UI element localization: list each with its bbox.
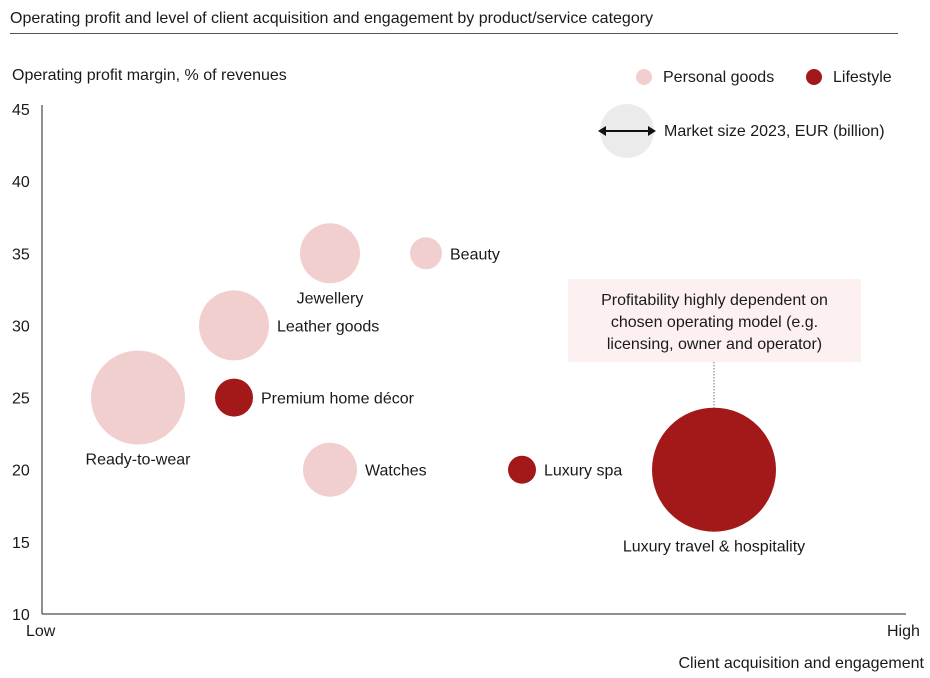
arrow-right-icon [648, 126, 656, 136]
y-tick-label: 15 [12, 535, 30, 552]
y-tick-label: 10 [12, 607, 30, 624]
x-tick-label-high: High [887, 623, 920, 640]
arrow-left-icon [598, 126, 606, 136]
bubble-label: Luxury travel & hospitality [623, 539, 805, 556]
bubble-ready-to-wear [91, 350, 185, 445]
legend-personal-goods-label: Personal goods [663, 69, 775, 86]
legend-personal-goods-marker [636, 69, 652, 85]
bubble-label: Leather goods [277, 318, 379, 335]
legend-lifestyle-label: Lifestyle [833, 69, 892, 86]
annotation-line: Profitability highly dependent on [601, 292, 828, 309]
annotation-line: licensing, owner and operator) [606, 336, 823, 353]
bubble-jewellery [300, 223, 360, 284]
bubble-label: Luxury spa [544, 463, 622, 480]
annotation-line: chosen operating model (e.g. [610, 314, 819, 331]
bubble-beauty [410, 237, 442, 270]
x-axis-label: Client acquisition and engagement [678, 655, 925, 672]
y-tick-label: 40 [12, 174, 30, 191]
title-divider [10, 33, 898, 34]
bubble-leather-goods [199, 290, 269, 361]
bubble-label: Beauty [450, 246, 500, 263]
bubble-label: Watches [365, 463, 427, 480]
y-axis-label: Operating profit margin, % of revenues [12, 67, 287, 84]
annotation-box: Profitability highly dependent on chosen… [568, 279, 861, 362]
bubble-watches [303, 442, 357, 497]
legend-size-label: Market size 2023, EUR (billion) [664, 123, 885, 140]
y-tick-label: 25 [12, 391, 30, 408]
bubble-premium-home-d-cor [215, 378, 253, 417]
bubble-label: Jewellery [297, 290, 364, 307]
chart-title: Operating profit and level of client acq… [10, 10, 654, 27]
bubble-luxury-travel-hospitality [652, 407, 776, 532]
bubble-label: Premium home décor [261, 391, 415, 408]
x-tick-label-low: Low [26, 623, 56, 640]
bubble-label: Ready-to-wear [86, 452, 192, 469]
y-tick-label: 35 [12, 246, 30, 263]
y-tick-label: 30 [12, 318, 30, 335]
y-tick-label: 20 [12, 463, 30, 480]
legend-lifestyle-marker [806, 69, 822, 85]
bubble-luxury-spa [508, 455, 536, 484]
y-tick-label: 45 [12, 102, 30, 119]
